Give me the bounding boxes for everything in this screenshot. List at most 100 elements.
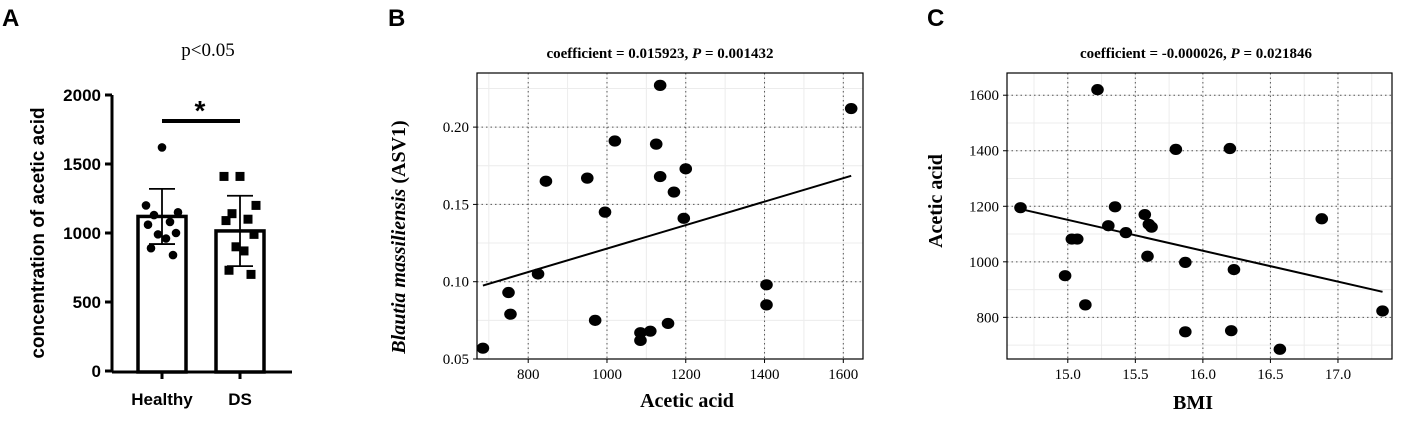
b-data-point [476,342,490,354]
panel-b-xlabel: Acetic acid [640,390,734,412]
panel-a-y-tick-label: 0 [92,362,101,381]
panel-b-scatter: coefficient = 0.015923, P = 0.001432 Ace… [388,46,864,412]
c-y-tick-label: 1600 [969,88,999,104]
c-data-point [1108,201,1122,213]
c-x-tick-label: 16.5 [1257,367,1283,383]
healthy-data-point [143,220,153,230]
b-data-point [634,327,647,339]
b-regression-line [482,174,852,287]
panel-b-ylabel: Blautia massiliensis (ASV1) [388,120,410,354]
healthy-data-point [168,250,178,260]
c-data-point [1014,202,1027,214]
b-data-point [588,314,602,326]
c-data-point [1315,213,1329,225]
b-data-point [760,279,773,291]
c-data-point [1223,142,1237,155]
b-x-tick-label: 800 [517,367,540,383]
healthy-data-point [149,210,159,220]
panel-a-title: p<0.05 [181,40,234,61]
c-data-point [1376,305,1389,317]
ds-data-point [231,242,241,252]
c-x-tick-label: 16.0 [1190,367,1216,383]
b-data-point [504,308,517,320]
b-data-point [677,212,691,224]
panel-c-title: coefficient = -0.000026, P = 0.021846 [1080,46,1313,62]
b-data-point [679,163,693,175]
c-x-tick-label: 15.0 [1055,367,1081,383]
panel-a-x-tick-label: DS [228,390,252,409]
c-data-point [1141,250,1154,262]
b-data-point [539,175,553,187]
b-data-point [844,102,858,115]
panel-a-y-tick-label: 1500 [63,155,101,174]
panel-b-title: coefficient = 0.015923, P = 0.001432 [546,46,773,62]
c-data-point [1102,220,1115,232]
c-y-tick-label: 800 [977,310,1000,326]
ds-data-point [249,229,259,239]
panel-c-ylabel: Acetic acid [925,154,947,248]
b-y-tick-label: 0.20 [443,120,469,136]
panel-c-scatter: coefficient = -0.000026, P = 0.021846 BM… [925,46,1393,414]
ds-data-point [243,214,253,224]
c-data-point [1224,325,1238,337]
panel-c-letter: C [927,5,944,32]
panel-a-y-tick-label: 500 [73,293,101,312]
b-data-point [661,317,675,330]
b-y-tick-label: 0.15 [443,197,469,213]
c-data-point [1179,326,1192,338]
panel-c-xlabel: BMI [1173,392,1213,414]
healthy-data-point [161,234,171,243]
healthy-data-point [157,143,167,152]
b-data-point [598,206,612,218]
b-data-point [653,79,667,91]
c-regression-line [1020,208,1383,293]
panel-a-bar-chart: p<0.05 * concentration of acetic acid 0 5… [28,40,292,409]
c-y-tick-label: 1400 [969,144,999,160]
significance-star: * [195,95,206,126]
ds-data-point [221,216,231,226]
c-data-point [1179,256,1192,268]
c-y-tick-label: 1200 [969,199,999,215]
c-data-point [1070,233,1084,245]
healthy-data-point [141,201,151,210]
b-data-point [653,170,667,183]
c-data-point [1058,270,1072,282]
b-data-point [760,299,773,311]
b-data-point [634,334,647,347]
ds-data-point [239,246,249,256]
ds-data-point [246,269,256,279]
b-x-tick-label: 1000 [592,367,622,383]
ds-data-point [224,265,234,275]
healthy-data-point [173,208,183,217]
healthy-data-point [153,230,163,239]
b-data-point [644,325,657,337]
c-x-tick-label: 15.5 [1122,367,1148,383]
b-data-point [667,186,681,198]
ds-data-point [219,171,229,181]
c-x-tick-label: 17.0 [1325,367,1351,383]
b-data-point [531,268,545,280]
panel-a-y-tick-label: 2000 [63,86,101,105]
b-data-point [649,138,663,150]
c-data-point [1169,143,1183,155]
b-plot-frame [476,72,864,360]
c-data-point [1091,84,1104,96]
ds-data-point [227,209,237,219]
c-plot-frame [1006,72,1393,360]
b-y-tick-label: 0.05 [443,352,469,368]
b-x-tick-label: 1400 [750,367,780,383]
healthy-data-point [146,243,156,253]
c-data-point [1145,221,1158,233]
c-data-point [1273,343,1287,355]
c-data-point [1227,263,1241,276]
c-plot-area [1007,73,1392,359]
panel-b-letter: B [388,5,405,32]
panel-a-letter: A [2,5,19,32]
healthy-data-point [171,228,181,238]
b-plot-area [477,73,863,359]
b-data-point [608,135,622,147]
ds-data-point [235,171,245,181]
panel-a-x-tick-label: Healthy [131,390,193,409]
b-x-tick-label: 1200 [671,367,701,383]
